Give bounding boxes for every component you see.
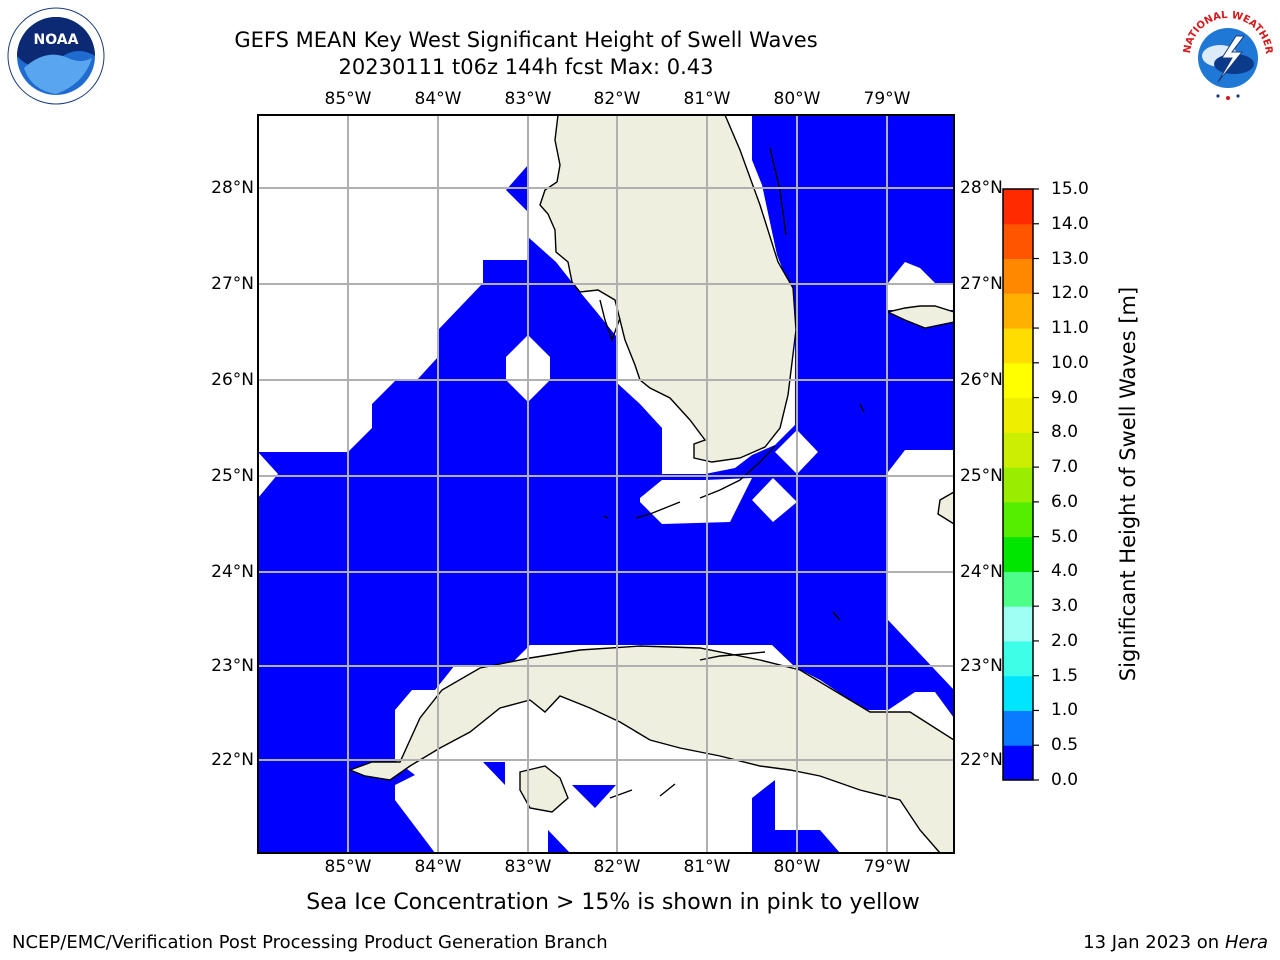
colorbar-swatch [1003,189,1033,225]
lon-label-bottom: 82°W [593,857,641,877]
lon-label-top: 79°W [863,89,911,109]
noaa-logo: NOAA [7,7,105,105]
footer-branch: NCEP/EMC/Verification Post Processing Pr… [12,932,608,953]
colorbar-swatch [1003,293,1033,329]
colorbar-tick-label: 5.0 [1051,526,1079,547]
svg-text:NOAA: NOAA [34,32,79,48]
footer-date: 13 Jan 2023 on Hera [1083,932,1268,953]
colorbar-swatch [1003,362,1033,399]
cuba-land [348,645,955,854]
lon-label-top: 83°W [504,89,552,109]
lon-label-top: 84°W [414,89,462,109]
lat-label-left: 26°N [211,370,254,390]
lon-label-bottom: 80°W [773,857,821,877]
colorbar-tick-label: 9.0 [1051,387,1079,408]
lon-label-bottom: 79°W [863,857,911,877]
colorbar-swatch [1003,328,1033,364]
colorbar-swatch [1003,536,1033,572]
lat-label-left: 22°N [211,750,254,770]
lon-label-top: 82°W [593,89,641,109]
colorbar-ticks [1033,188,1039,781]
colorbar-tick-label: 0.5 [1051,735,1079,756]
colorbar-swatch [1003,501,1033,538]
colorbar-tick-label: 8.0 [1051,422,1079,443]
colorbar-tick-label: 11.0 [1051,318,1089,339]
colorbar-swatch [1003,675,1033,711]
colorbar-tick-label: 2.0 [1051,630,1079,651]
lon-label-top: 85°W [324,89,372,109]
colorbar-tick-label: 7.0 [1051,457,1079,478]
lat-label-left: 28°N [211,178,254,198]
swell-field [258,115,954,853]
lat-label-right: 26°N [960,370,1003,390]
colorbar-tick-label: 10.0 [1051,352,1089,373]
colorbar-frame [1002,188,1034,781]
footer-machine: Hera [1224,932,1268,953]
lon-label-bottom: 81°W [683,857,731,877]
lat-label-left: 23°N [211,656,254,676]
colorbar-tick-label: 1.0 [1051,700,1079,721]
colorbar-tick-label: 3.0 [1051,596,1079,617]
colorbar-swatch [1003,745,1033,781]
sea-ice-note: Sea Ice Concentration > 15% is shown in … [306,890,920,915]
chart-subtitle: 20230111 t06z 144h fcst Max: 0.43 [338,55,714,79]
andros-land [937,490,955,526]
colorbar [1003,189,1033,781]
lon-label-top: 80°W [773,89,821,109]
colorbar-tick-label: 12.0 [1051,283,1089,304]
chart-title: GEFS MEAN Key West Significant Height of… [234,28,818,52]
colorbar-swatch [1003,640,1033,677]
land [348,114,955,854]
lat-label-left: 25°N [211,466,254,486]
lat-label-right: 22°N [960,750,1003,770]
lon-label-bottom: 83°W [504,857,552,877]
colorbar-tick-label: 15.0 [1051,179,1089,199]
lat-label-right: 25°N [960,466,1003,486]
footer-date-text: 13 Jan 2023 on [1083,932,1225,953]
lat-label-right: 23°N [960,656,1003,676]
lat-label-right: 28°N [960,178,1003,198]
nws-logo: NATIONAL WEATHER SERVICE [1178,6,1276,104]
colorbar-tick-label: 6.0 [1051,491,1079,512]
colorbar-swatch [1003,432,1033,468]
map-frame [257,114,955,854]
lat-label-left: 27°N [211,274,254,294]
colorbar-tick-label: 13.0 [1051,248,1089,269]
colorbar-swatch [1003,258,1033,294]
colorbar-swatch [1003,223,1033,260]
isla-juventud-land [519,765,569,813]
lat-label-right: 24°N [960,562,1003,582]
colorbar-swatch [1003,467,1033,503]
colorbar-swatch [1003,710,1033,746]
colorbar-tick-label: 0.0 [1051,770,1079,790]
gridlines [258,115,954,853]
colorbar-swatch [1003,606,1033,642]
lon-label-top: 81°W [683,89,731,109]
keys-islands [599,147,865,799]
colorbar-tick-label: 4.0 [1051,561,1079,582]
colorbar-swatch [1003,571,1033,607]
colorbar-tick-label: 14.0 [1051,213,1089,234]
colorbar-tick-label: 1.5 [1051,665,1079,686]
colorbar-swatch [1003,397,1033,433]
florida-land [539,114,797,463]
lon-label-bottom: 85°W [324,857,372,877]
lat-label-left: 24°N [211,562,254,582]
lat-label-right: 27°N [960,274,1003,294]
colorbar-label: Significant Height of Swell Waves [m] [1116,286,1140,682]
lon-label-bottom: 84°W [414,857,462,877]
